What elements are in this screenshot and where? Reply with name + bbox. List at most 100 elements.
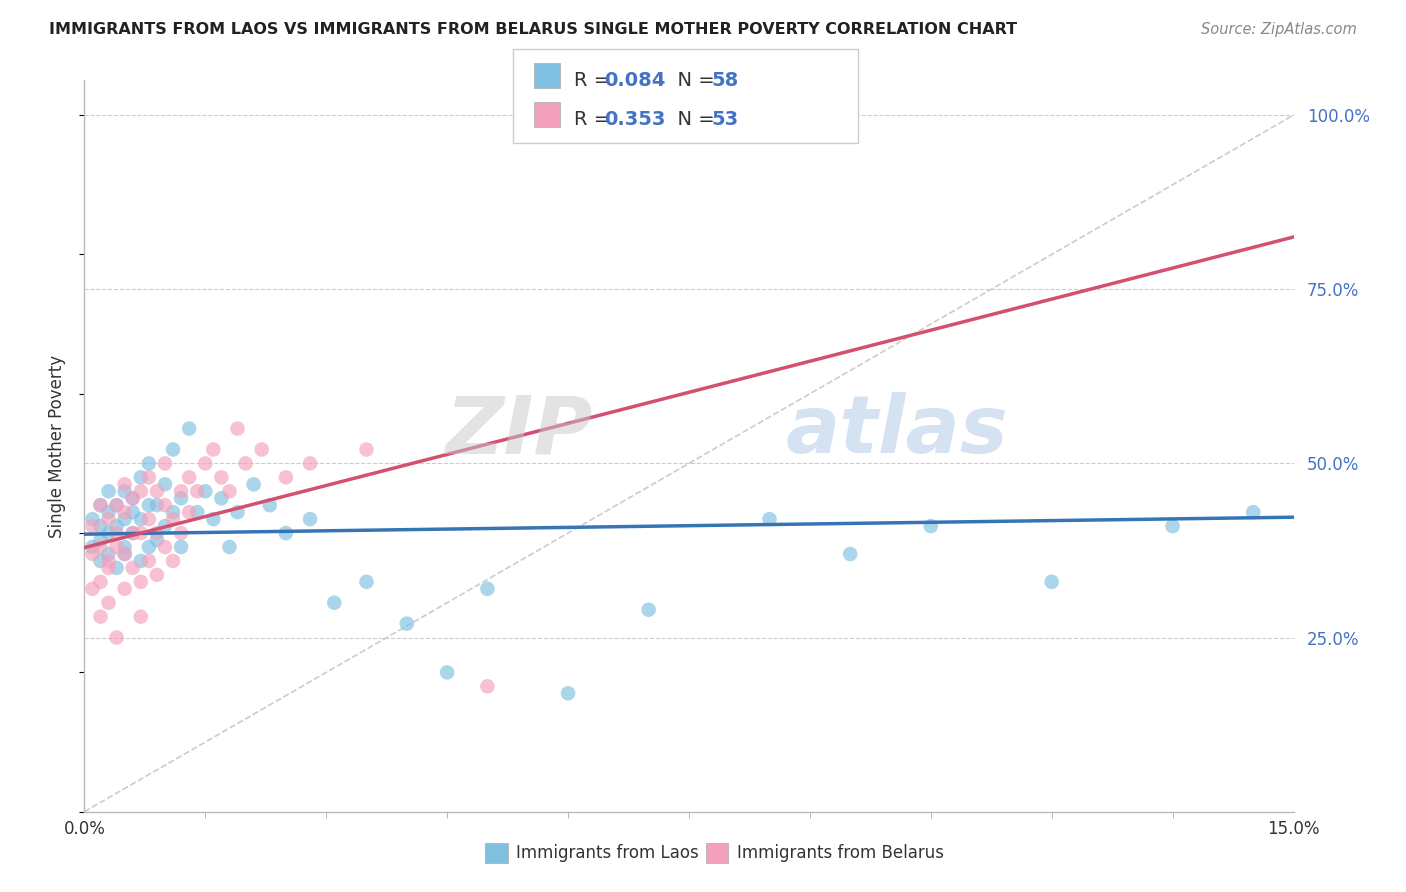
Point bbox=[138, 540, 160, 554]
Point bbox=[89, 498, 111, 512]
Text: Immigrants from Belarus: Immigrants from Belarus bbox=[737, 844, 943, 862]
Point bbox=[637, 603, 659, 617]
Point bbox=[250, 442, 273, 457]
Point bbox=[274, 526, 297, 541]
Text: Source: ZipAtlas.com: Source: ZipAtlas.com bbox=[1201, 22, 1357, 37]
Point bbox=[105, 498, 128, 512]
Point bbox=[235, 457, 257, 471]
Point bbox=[146, 526, 169, 541]
Point bbox=[105, 540, 128, 554]
Point bbox=[105, 561, 128, 575]
Text: N =: N = bbox=[665, 110, 721, 129]
Point bbox=[89, 519, 111, 533]
Text: ZIP: ZIP bbox=[444, 392, 592, 470]
Point bbox=[226, 505, 249, 519]
Point bbox=[105, 526, 128, 541]
Point bbox=[153, 519, 176, 533]
Point bbox=[186, 484, 208, 499]
Y-axis label: Single Mother Poverty: Single Mother Poverty bbox=[48, 354, 66, 538]
Point bbox=[114, 505, 136, 519]
Point bbox=[218, 540, 240, 554]
Point bbox=[179, 505, 201, 519]
Text: 53: 53 bbox=[711, 110, 738, 129]
Point bbox=[121, 561, 143, 575]
Point bbox=[129, 609, 152, 624]
Point bbox=[129, 554, 152, 568]
Point bbox=[1241, 505, 1264, 519]
Point bbox=[186, 505, 208, 519]
Text: 0.353: 0.353 bbox=[605, 110, 666, 129]
Point bbox=[97, 526, 120, 541]
Text: R =: R = bbox=[574, 110, 616, 129]
Text: 0.084: 0.084 bbox=[605, 71, 666, 90]
Point bbox=[82, 519, 104, 533]
Point bbox=[170, 484, 193, 499]
Point bbox=[194, 457, 217, 471]
Point bbox=[839, 547, 862, 561]
Point bbox=[138, 498, 160, 512]
Point bbox=[97, 512, 120, 526]
Text: IMMIGRANTS FROM LAOS VS IMMIGRANTS FROM BELARUS SINGLE MOTHER POVERTY CORRELATIO: IMMIGRANTS FROM LAOS VS IMMIGRANTS FROM … bbox=[49, 22, 1018, 37]
Text: atlas: atlas bbox=[786, 392, 1008, 470]
Point bbox=[209, 470, 232, 484]
Point bbox=[97, 505, 120, 519]
Point bbox=[82, 547, 104, 561]
Point bbox=[97, 484, 120, 499]
Point bbox=[218, 484, 240, 499]
Point bbox=[274, 470, 297, 484]
Point bbox=[138, 554, 160, 568]
Point bbox=[477, 679, 499, 693]
Text: R =: R = bbox=[574, 71, 616, 90]
Point bbox=[170, 540, 193, 554]
Point bbox=[89, 540, 111, 554]
Point bbox=[299, 512, 322, 526]
Point bbox=[97, 561, 120, 575]
Point bbox=[129, 574, 152, 589]
Text: N =: N = bbox=[665, 71, 721, 90]
Point bbox=[179, 470, 201, 484]
Point bbox=[209, 491, 232, 506]
Point bbox=[89, 498, 111, 512]
Point bbox=[97, 554, 120, 568]
Point bbox=[114, 582, 136, 596]
Point bbox=[194, 484, 217, 499]
Point bbox=[105, 519, 128, 533]
Point bbox=[114, 512, 136, 526]
Point bbox=[162, 505, 184, 519]
Point bbox=[395, 616, 418, 631]
Point bbox=[138, 512, 160, 526]
Point bbox=[179, 421, 201, 435]
Point bbox=[259, 498, 281, 512]
Point bbox=[226, 421, 249, 435]
Text: Immigrants from Laos: Immigrants from Laos bbox=[516, 844, 699, 862]
Point bbox=[146, 533, 169, 547]
Point bbox=[242, 477, 264, 491]
Point bbox=[920, 519, 942, 533]
Point bbox=[477, 582, 499, 596]
Point bbox=[356, 574, 378, 589]
Point bbox=[89, 533, 111, 547]
Point bbox=[138, 470, 160, 484]
Point bbox=[121, 491, 143, 506]
Point bbox=[82, 540, 104, 554]
Point bbox=[356, 442, 378, 457]
Point bbox=[436, 665, 458, 680]
Point bbox=[162, 554, 184, 568]
Point bbox=[129, 470, 152, 484]
Point bbox=[153, 498, 176, 512]
Point bbox=[162, 442, 184, 457]
Point bbox=[114, 484, 136, 499]
Point bbox=[202, 512, 225, 526]
Point bbox=[153, 540, 176, 554]
Point bbox=[89, 574, 111, 589]
Point bbox=[129, 484, 152, 499]
Point bbox=[1161, 519, 1184, 533]
Point bbox=[105, 498, 128, 512]
Point bbox=[153, 457, 176, 471]
Point bbox=[82, 512, 104, 526]
Point bbox=[323, 596, 346, 610]
Point bbox=[129, 512, 152, 526]
Point bbox=[114, 477, 136, 491]
Point bbox=[146, 567, 169, 582]
Point bbox=[1040, 574, 1063, 589]
